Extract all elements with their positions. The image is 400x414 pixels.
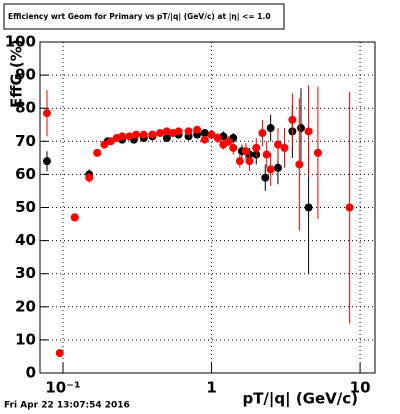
y-tick-label: 60 bbox=[15, 165, 36, 183]
y-tick-label: 90 bbox=[15, 66, 36, 84]
data-point bbox=[42, 157, 51, 166]
y-axis-label: EffG (%) bbox=[8, 39, 26, 108]
data-point bbox=[304, 203, 313, 212]
x-tick-label: 10 bbox=[350, 379, 371, 397]
x-axis-label: pT/|q| (GeV/c) bbox=[242, 390, 358, 409]
data-point bbox=[252, 143, 261, 152]
data-point bbox=[266, 165, 275, 174]
data-point bbox=[235, 157, 244, 166]
data-point bbox=[213, 133, 222, 142]
chart-title: Efficiency wrt Geom for Primary vs pT/|q… bbox=[8, 12, 271, 22]
y-tick-label: 10 bbox=[15, 330, 36, 348]
data-point bbox=[174, 127, 183, 136]
data-point bbox=[313, 148, 322, 157]
y-tick-label: 100 bbox=[5, 33, 36, 51]
data-point bbox=[200, 135, 209, 144]
data-point bbox=[273, 140, 282, 149]
data-point bbox=[258, 129, 267, 138]
data-point bbox=[70, 213, 79, 222]
y-tick-label: 20 bbox=[15, 297, 36, 315]
x-tick-label: 1 bbox=[206, 379, 216, 397]
data-point bbox=[245, 157, 254, 166]
data-point bbox=[131, 130, 140, 139]
data-point bbox=[125, 132, 134, 141]
data-point bbox=[139, 130, 148, 139]
data-point bbox=[85, 173, 94, 182]
data-point bbox=[345, 203, 354, 212]
data-point bbox=[296, 124, 305, 133]
data-point bbox=[273, 163, 282, 172]
title-box bbox=[3, 3, 285, 30]
data-point bbox=[261, 173, 270, 182]
y-tick-label: 40 bbox=[15, 231, 36, 249]
data-point bbox=[224, 137, 233, 146]
y-tick-label: 30 bbox=[15, 264, 36, 282]
data-point bbox=[162, 127, 171, 136]
data-point bbox=[100, 140, 109, 149]
data-point bbox=[118, 132, 127, 141]
y-tick-label: 70 bbox=[15, 132, 36, 150]
data-point bbox=[241, 147, 250, 156]
data-point bbox=[200, 129, 209, 138]
data-point bbox=[207, 130, 216, 139]
data-point bbox=[42, 109, 51, 118]
data-point bbox=[304, 127, 313, 136]
timestamp: Fri Apr 22 13:07:54 2016 bbox=[4, 401, 130, 411]
data-point bbox=[280, 143, 289, 152]
data-point bbox=[93, 148, 102, 157]
data-point bbox=[193, 125, 202, 134]
data-point bbox=[229, 143, 238, 152]
data-point bbox=[295, 160, 304, 169]
data-point bbox=[162, 133, 171, 142]
y-tick-label: 50 bbox=[15, 198, 36, 216]
x-tick-label: 10⁻¹ bbox=[45, 379, 80, 397]
data-point bbox=[262, 150, 271, 159]
data-point bbox=[288, 115, 297, 124]
y-tick-label: 0 bbox=[26, 364, 36, 382]
data-point bbox=[266, 124, 275, 133]
y-tick-label: 80 bbox=[15, 99, 36, 117]
data-point bbox=[184, 127, 193, 136]
data-point bbox=[55, 349, 64, 358]
data-point bbox=[106, 137, 115, 146]
data-point bbox=[148, 130, 157, 139]
data-point bbox=[156, 129, 165, 138]
